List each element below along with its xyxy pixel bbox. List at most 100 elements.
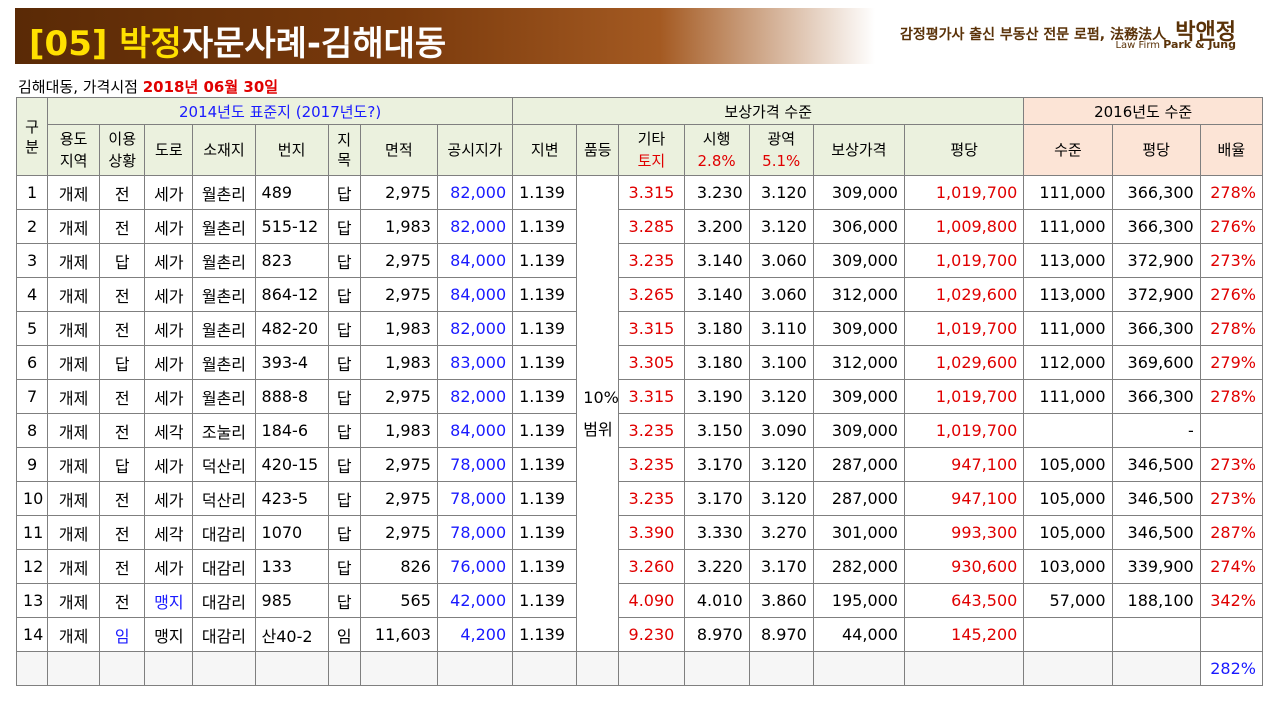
cell-sujun <box>1023 617 1113 652</box>
cell-pyeongdang2: 366,300 <box>1111 311 1201 346</box>
cell-jimok: 답 <box>327 549 361 584</box>
cell-myeonjeok: 2,975 <box>359 515 438 550</box>
cell-sujun: 105,000 <box>1023 515 1113 550</box>
subtitle-label: 김해대동, 가격시점 <box>18 78 138 96</box>
cell-yongdo: 개제 <box>47 209 101 244</box>
cell-iyong: 답 <box>99 243 146 278</box>
cell-myeonjeok: 2,975 <box>359 243 438 278</box>
cell-pyeongdang2: 346,500 <box>1111 515 1201 550</box>
cell-gwangyeok: 3.100 <box>748 345 814 380</box>
cell-pyeongdang: 947,100 <box>903 447 1025 482</box>
cell-pyeongdang: 1,019,700 <box>903 175 1025 210</box>
cell-gwangyeok: 8.970 <box>748 617 814 652</box>
footer-cell <box>359 651 438 686</box>
cell-sojaeji: 덕산리 <box>192 447 256 482</box>
title-rest: 자문사례-김해대동 <box>181 24 447 64</box>
cell-sojaeji: 월촌리 <box>192 243 256 278</box>
cell-myeonjeok: 1,983 <box>359 311 438 346</box>
col-sujun: 수준 <box>1023 124 1113 176</box>
cell-jimok: 답 <box>327 277 361 312</box>
cell-pyeongdang2: 346,500 <box>1111 447 1201 482</box>
cell-pyeongdang: 1,029,600 <box>903 345 1025 380</box>
table-row: 11 개제 전 세각 대감리 1070 답 2,975 78,000 1.139 3.390 3.33… <box>15 515 1264 550</box>
footer-cell <box>512 651 578 686</box>
title-code: [05] <box>29 24 108 64</box>
cell-sujun: 111,000 <box>1023 379 1113 414</box>
cell-sihaeng: 4.010 <box>683 583 750 618</box>
footer-cell <box>99 651 146 686</box>
cell-gwangyeok: 3.120 <box>748 379 814 414</box>
cell-sihaeng: 3.150 <box>683 413 750 448</box>
footer-cell <box>812 651 905 686</box>
cell-no: 10 <box>15 481 49 516</box>
cell-yongdo: 개제 <box>47 617 101 652</box>
cell-sihaeng: 3.140 <box>683 243 750 278</box>
title-name: 박정 <box>119 24 182 64</box>
group-2016-level: 2016년도 수준 <box>1023 97 1263 125</box>
cell-myeonjeok: 1,983 <box>359 413 438 448</box>
cell-sihaeng: 3.330 <box>683 515 750 550</box>
footer-cell <box>15 651 49 686</box>
cell-jimok: 답 <box>327 345 361 380</box>
cell-no: 6 <box>15 345 49 380</box>
cell-baeyul: 276% <box>1199 209 1264 244</box>
cell-jibyeon: 1.139 <box>512 243 578 278</box>
cell-beonji: 133 <box>254 549 329 584</box>
col-jimok: 지목 <box>327 124 361 176</box>
col-gita: 기타 토지 <box>618 124 685 176</box>
cell-gwangyeok: 3.270 <box>748 515 814 550</box>
cell-bosang: 287,000 <box>812 447 905 482</box>
cell-beonji: 489 <box>254 175 329 210</box>
col-myeonjeok: 면적 <box>359 124 438 176</box>
table-row: 1 개제 전 세가 월촌리 489 답 2,975 82,000 1.139 10% 범위 3.315 3… <box>15 175 1264 652</box>
cell-jimok: 답 <box>327 583 361 618</box>
cell-jibyeon: 1.139 <box>512 345 578 380</box>
cell-doro: 세각 <box>144 515 194 550</box>
cell-doro: 세가 <box>144 549 194 584</box>
footer-cell <box>748 651 814 686</box>
cell-doro: 맹지 <box>144 583 194 618</box>
cell-gongsi: 76,000 <box>436 549 514 584</box>
cell-iyong: 전 <box>99 481 146 516</box>
cell-gita: 3.315 <box>618 175 685 210</box>
cell-iyong: 전 <box>99 583 146 618</box>
cell-pyeongdang2: 366,300 <box>1111 175 1201 210</box>
cell-myeonjeok: 1,983 <box>359 209 438 244</box>
cell-jibyeon: 1.139 <box>512 311 578 346</box>
cell-baeyul: 278% <box>1199 311 1264 346</box>
cell-no: 4 <box>15 277 49 312</box>
cell-iyong: 전 <box>99 515 146 550</box>
cell-pyeongdang2 <box>1111 617 1201 652</box>
cell-gongsi: 84,000 <box>436 243 514 278</box>
cell-beonji: 393-4 <box>254 345 329 380</box>
cell-beonji: 515-12 <box>254 209 329 244</box>
cell-gongsi: 82,000 <box>436 311 514 346</box>
table-row: 8 개제 전 세각 조눌리 184-6 답 1,983 84,000 1.139 3.235 3.15… <box>15 413 1264 448</box>
cell-iyong: 전 <box>99 549 146 584</box>
col-baeyul: 배율 <box>1199 124 1264 176</box>
cell-pyeongdang: 1,019,700 <box>903 243 1025 278</box>
footer-row: 282% <box>15 651 1264 686</box>
cell-pyeongdang: 643,500 <box>903 583 1025 618</box>
footer-cell <box>327 651 361 686</box>
cell-bosang: 312,000 <box>812 345 905 380</box>
cell-yongdo: 개제 <box>47 515 101 550</box>
cell-beonji: 420-15 <box>254 447 329 482</box>
cell-sihaeng: 3.200 <box>683 209 750 244</box>
pumdeung-range-cell: 10% 범위 <box>576 175 620 652</box>
cell-baeyul: 276% <box>1199 277 1264 312</box>
table-row: 12 개제 전 세가 대감리 133 답 826 76,000 1.139 3.260 3.220 3.… <box>15 549 1264 584</box>
cell-myeonjeok: 2,975 <box>359 175 438 210</box>
cell-gita: 3.235 <box>618 413 685 448</box>
cell-sihaeng: 3.140 <box>683 277 750 312</box>
cell-sojaeji: 대감리 <box>192 515 256 550</box>
cell-gwangyeok: 3.120 <box>748 481 814 516</box>
cell-beonji: 864-12 <box>254 277 329 312</box>
cell-beonji: 산40-2 <box>254 617 329 652</box>
cell-sujun <box>1023 413 1113 448</box>
cell-jibyeon: 1.139 <box>512 209 578 244</box>
col-beonji: 번지 <box>254 124 329 176</box>
cell-jimok: 답 <box>327 311 361 346</box>
cell-bosang: 309,000 <box>812 311 905 346</box>
cell-bosang: 309,000 <box>812 413 905 448</box>
